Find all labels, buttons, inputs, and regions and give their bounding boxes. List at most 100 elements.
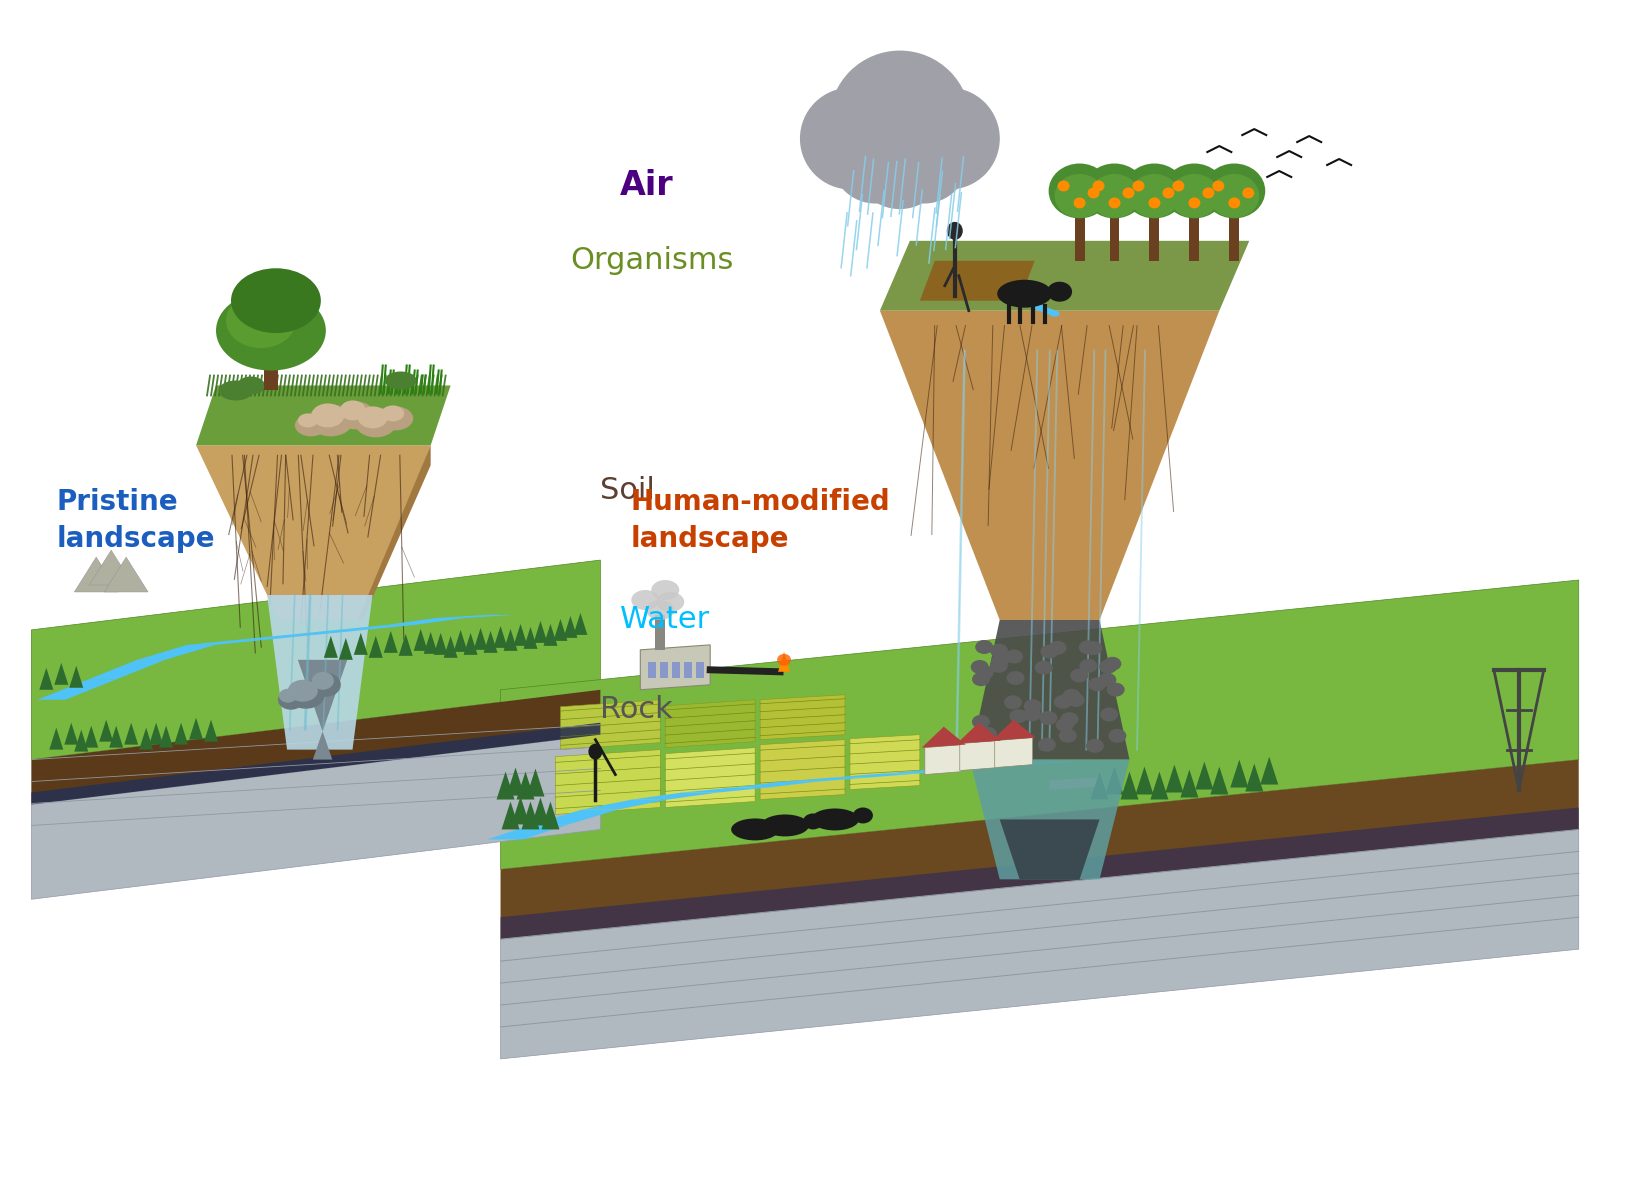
Polygon shape (761, 739, 845, 799)
Polygon shape (109, 726, 124, 747)
Ellipse shape (777, 654, 791, 666)
Circle shape (830, 52, 970, 191)
Ellipse shape (1087, 187, 1100, 199)
Ellipse shape (1034, 660, 1052, 674)
Ellipse shape (972, 714, 990, 729)
Ellipse shape (1074, 198, 1085, 208)
Polygon shape (89, 550, 133, 585)
Ellipse shape (1209, 174, 1260, 218)
Polygon shape (338, 625, 415, 630)
Ellipse shape (216, 291, 326, 371)
Ellipse shape (1204, 164, 1265, 219)
Ellipse shape (1067, 693, 1085, 707)
Polygon shape (423, 632, 438, 654)
Ellipse shape (298, 413, 318, 427)
Text: Water: Water (621, 605, 710, 634)
Ellipse shape (1173, 180, 1184, 192)
Polygon shape (298, 660, 348, 759)
Polygon shape (777, 652, 791, 672)
Ellipse shape (237, 377, 265, 394)
Ellipse shape (1023, 707, 1041, 722)
Ellipse shape (1163, 187, 1174, 199)
Polygon shape (433, 633, 448, 654)
Polygon shape (31, 690, 601, 805)
Polygon shape (104, 557, 148, 592)
Ellipse shape (975, 640, 993, 654)
Polygon shape (672, 661, 680, 678)
Ellipse shape (656, 592, 684, 612)
Ellipse shape (226, 293, 296, 348)
Polygon shape (87, 660, 165, 680)
Ellipse shape (761, 814, 809, 837)
Polygon shape (995, 738, 1033, 767)
Polygon shape (522, 802, 540, 830)
Polygon shape (463, 633, 478, 654)
Polygon shape (1189, 206, 1199, 261)
Polygon shape (879, 241, 1250, 311)
Polygon shape (512, 797, 529, 824)
Polygon shape (196, 386, 451, 445)
Ellipse shape (287, 680, 324, 709)
Polygon shape (960, 740, 998, 771)
Ellipse shape (380, 405, 404, 421)
Polygon shape (1090, 772, 1108, 799)
Polygon shape (1074, 206, 1085, 261)
Ellipse shape (853, 807, 873, 824)
Polygon shape (138, 727, 153, 750)
Polygon shape (501, 580, 1579, 870)
Polygon shape (196, 445, 430, 620)
Ellipse shape (354, 407, 397, 438)
Ellipse shape (1133, 180, 1145, 192)
Polygon shape (1120, 772, 1138, 799)
Ellipse shape (1061, 712, 1079, 726)
Ellipse shape (1039, 711, 1057, 725)
Ellipse shape (1100, 707, 1118, 722)
Ellipse shape (379, 406, 413, 431)
Ellipse shape (1056, 718, 1074, 732)
Polygon shape (488, 824, 568, 839)
Polygon shape (1196, 762, 1214, 790)
Polygon shape (879, 311, 1219, 620)
Polygon shape (1230, 759, 1248, 787)
Polygon shape (534, 621, 547, 643)
Polygon shape (69, 666, 84, 687)
Ellipse shape (978, 727, 996, 740)
Polygon shape (1105, 766, 1123, 794)
Polygon shape (387, 618, 464, 625)
Ellipse shape (1016, 733, 1033, 747)
Ellipse shape (339, 400, 366, 420)
Ellipse shape (1054, 694, 1072, 709)
Polygon shape (38, 680, 115, 700)
Polygon shape (517, 772, 535, 799)
Polygon shape (970, 620, 1130, 759)
Ellipse shape (1099, 660, 1117, 673)
Polygon shape (583, 799, 669, 810)
Polygon shape (1260, 757, 1278, 785)
Polygon shape (1150, 206, 1159, 261)
Polygon shape (926, 745, 963, 774)
Polygon shape (339, 638, 352, 660)
Polygon shape (932, 765, 1018, 770)
Ellipse shape (1054, 174, 1105, 218)
Ellipse shape (772, 818, 794, 833)
Ellipse shape (1003, 729, 1021, 743)
Ellipse shape (990, 659, 1008, 673)
Ellipse shape (1006, 671, 1024, 685)
Ellipse shape (731, 818, 779, 840)
Circle shape (899, 88, 1000, 188)
Polygon shape (957, 723, 1001, 744)
Ellipse shape (278, 689, 296, 703)
Polygon shape (501, 759, 1579, 939)
Ellipse shape (1079, 640, 1097, 654)
Ellipse shape (810, 809, 860, 831)
Polygon shape (665, 700, 754, 747)
Ellipse shape (1010, 710, 1028, 723)
Polygon shape (1135, 766, 1153, 794)
Ellipse shape (1108, 198, 1120, 208)
Polygon shape (124, 723, 138, 745)
Text: Organisms: Organisms (570, 246, 735, 275)
Polygon shape (684, 661, 692, 678)
Circle shape (855, 118, 945, 208)
Polygon shape (527, 769, 545, 797)
Polygon shape (399, 634, 413, 656)
